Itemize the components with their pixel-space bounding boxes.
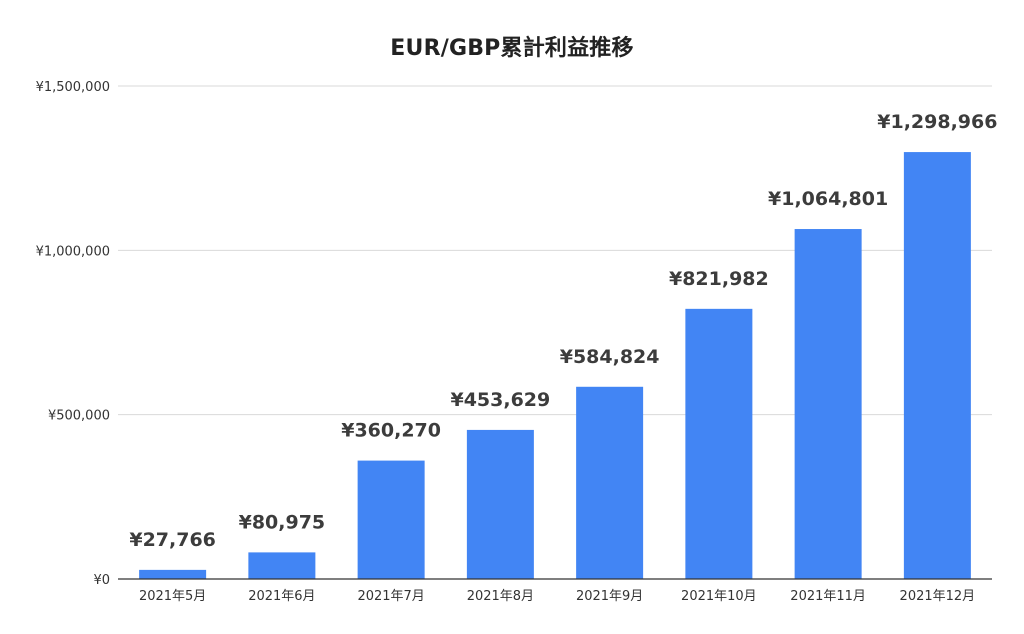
x-tick-label: 2021年5月 xyxy=(139,589,206,604)
y-tick-label: ¥0 xyxy=(93,573,110,588)
bar xyxy=(576,386,644,579)
bar xyxy=(139,569,207,579)
y-tick-label: ¥500,000 xyxy=(48,409,110,424)
x-tick-label: 2021年7月 xyxy=(357,589,424,604)
bar xyxy=(357,460,425,579)
bar xyxy=(466,429,534,579)
y-tick-label: ¥1,500,000 xyxy=(36,80,110,95)
y-tick-label: ¥1,000,000 xyxy=(36,244,110,259)
bar xyxy=(794,229,862,579)
data-label: ¥80,975 xyxy=(239,511,326,533)
x-tick-label: 2021年10月 xyxy=(681,589,757,604)
chart-title: EUR/GBP累計利益推移 xyxy=(390,36,634,61)
data-label: ¥27,766 xyxy=(129,529,216,551)
data-label: ¥821,982 xyxy=(669,268,769,290)
x-tick-label: 2021年9月 xyxy=(576,589,643,604)
bar xyxy=(903,152,971,579)
data-label: ¥360,270 xyxy=(341,420,441,442)
data-label: ¥1,298,966 xyxy=(877,111,997,133)
bar xyxy=(685,308,753,579)
bar xyxy=(248,552,316,579)
x-tick-label: 2021年8月 xyxy=(467,589,534,604)
x-tick-label: 2021年6月 xyxy=(248,589,315,604)
x-tick-label: 2021年11月 xyxy=(790,589,866,604)
data-label: ¥453,629 xyxy=(450,389,550,411)
data-label: ¥584,824 xyxy=(560,346,660,368)
data-label: ¥1,064,801 xyxy=(768,188,888,210)
x-tick-label: 2021年12月 xyxy=(900,589,976,604)
